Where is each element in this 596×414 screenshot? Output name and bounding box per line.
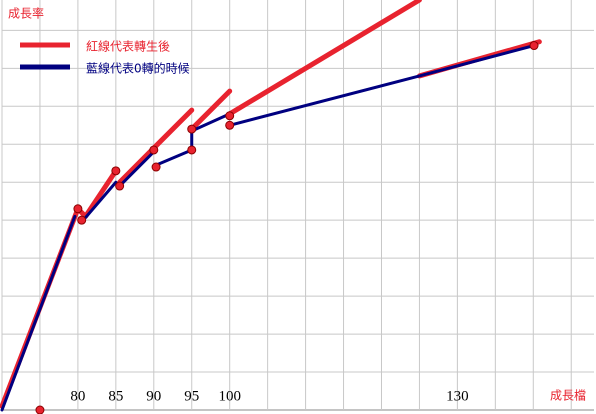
x-tick-label: 100: [218, 388, 241, 404]
x-tick-label: 85: [108, 388, 123, 404]
x-tick-label: 130: [446, 388, 469, 404]
marker: [73, 204, 83, 214]
marker: [149, 145, 159, 155]
marker: [77, 215, 87, 225]
x-tick-label: 95: [184, 388, 199, 404]
series-line: [0, 0, 542, 409]
marker: [111, 166, 121, 176]
marker: [187, 124, 197, 134]
y-axis-label: 成長率: [8, 6, 44, 21]
marker: [225, 111, 235, 121]
x-axis-label: 成長檔: [550, 389, 586, 403]
x-tick-label: 80: [70, 388, 85, 404]
marker: [35, 405, 45, 414]
x-tick-label: 90: [146, 388, 161, 404]
marker: [187, 145, 197, 155]
marker: [151, 162, 161, 172]
legend-label: 藍線代表0轉的時候: [86, 61, 190, 76]
marker: [115, 181, 125, 191]
legend-label: 紅線代表轉生後: [86, 39, 170, 54]
marker: [225, 120, 235, 130]
marker: [529, 41, 539, 51]
series-line: [0, 44, 536, 412]
